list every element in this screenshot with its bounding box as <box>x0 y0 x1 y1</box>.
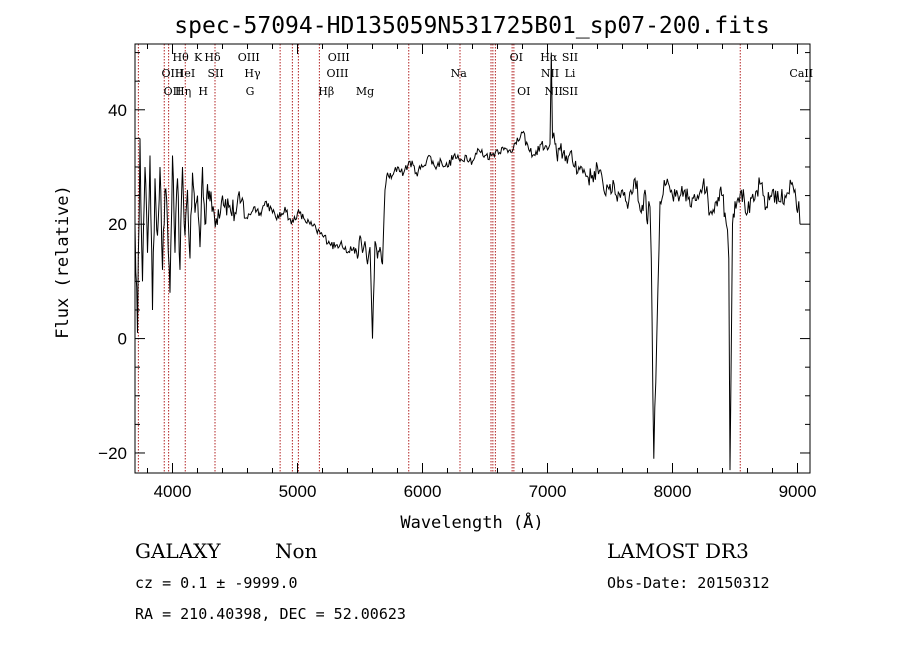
line-label-15: Mg <box>356 85 374 98</box>
x-tick-label-4: 8000 <box>654 482 692 501</box>
line-label-23: NII <box>545 85 563 98</box>
emission-line-labels: OII OIII Hθ HeI Hη K H Hδ SII OIII Hγ G OIII OIII Hβ Mg… <box>161 51 813 98</box>
line-label-7: Hδ <box>204 51 221 64</box>
line-label-18: OI <box>517 85 530 98</box>
line-label-9: OIII <box>238 51 260 64</box>
redshift-value: cz = 0.1 ± -9999.0 <box>135 574 298 592</box>
y-tick-label-0: −20 <box>98 444 127 463</box>
line-label-20: SII <box>562 51 578 64</box>
line-label-8: SII <box>208 67 224 80</box>
x-tick-label-2: 6000 <box>404 482 442 501</box>
line-label-10: Hγ <box>244 67 261 80</box>
line-label-24: SII <box>562 85 578 98</box>
chart-title: spec-57094-HD135059N531725B01_sp07-200.f… <box>174 13 769 39</box>
y-tick-label-3: 40 <box>108 101 127 120</box>
y-axis-label: Flux (relative) <box>53 185 73 339</box>
x-tick-label-3: 7000 <box>529 482 567 501</box>
x-tick-label-0: 4000 <box>154 482 192 501</box>
spectral-class: GALAXY <box>135 539 221 563</box>
emission-line-markers <box>137 44 741 473</box>
observation-date: Obs-Date: 20150312 <box>607 574 770 592</box>
line-label-13: OIII <box>326 67 348 80</box>
line-label-16: Na <box>451 67 468 80</box>
y-tick-label-1: 0 <box>118 330 127 349</box>
line-label-2: Hθ <box>173 51 190 64</box>
plot-frame <box>134 43 811 474</box>
x-tick-label-1: 5000 <box>279 482 317 501</box>
line-label-11: G <box>246 85 255 98</box>
line-label-25: CaII <box>789 67 813 80</box>
axes: 4000 5000 6000 7000 8000 9000 −20 0 20 40 <box>98 44 816 501</box>
series-layer <box>134 52 801 471</box>
x-axis-label: Wavelength (Å) <box>400 511 543 533</box>
series-line-0 <box>134 52 801 471</box>
line-label-5: K <box>194 51 203 64</box>
line-label-1: OIII <box>161 67 183 80</box>
line-label-0: OII <box>164 85 182 98</box>
line-label-4: Hη <box>175 85 191 98</box>
line-label-12: OIII <box>328 51 350 64</box>
y-tick-label-2: 20 <box>108 215 127 234</box>
line-label-6: H <box>198 85 208 98</box>
spectral-subclass: Non <box>275 539 318 563</box>
line-label-3: HeI <box>175 67 195 80</box>
line-label-21: NII <box>541 67 559 80</box>
x-tick-label-5: 9000 <box>779 482 817 501</box>
line-label-19: Hα <box>540 51 558 64</box>
line-label-17: OI <box>510 51 523 64</box>
line-label-22: Li <box>565 67 576 80</box>
survey-name: LAMOST DR3 <box>607 539 749 563</box>
coordinates: RA = 210.40398, DEC = 52.00623 <box>135 605 406 623</box>
line-label-14: Hβ <box>318 85 334 98</box>
